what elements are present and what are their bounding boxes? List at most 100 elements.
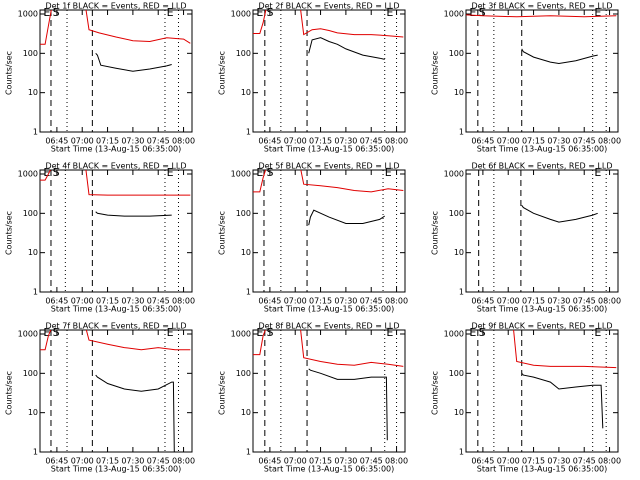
- y-tick-label: 100: [449, 209, 464, 218]
- y-tick-label: 1000: [18, 10, 38, 19]
- marker-label: E: [167, 166, 174, 179]
- y-tick-label: 100: [236, 209, 251, 218]
- y-tick-label: 100: [449, 49, 464, 58]
- series-line: [308, 37, 385, 60]
- plot-frame: [465, 329, 619, 453]
- y-tick-label: 100: [23, 209, 38, 218]
- x-tick-label: 07:00: [284, 297, 307, 306]
- y-tick-label: 1: [459, 288, 464, 297]
- chart-title: Det 9f BLACK = Events, RED = LLD: [471, 322, 612, 331]
- panel: Det 8f BLACK = Events, RED = LLD Start Ti…: [218, 322, 409, 474]
- x-tick-label: 07:45: [573, 137, 596, 146]
- y-tick-label: 1000: [18, 330, 38, 339]
- x-tick-label: 07:15: [96, 457, 119, 466]
- series-line: [95, 211, 172, 217]
- x-tick-label: 08:00: [172, 137, 195, 146]
- chart-title: Det 8f BLACK = Events, RED = LLD: [258, 322, 399, 331]
- series-line: [95, 374, 175, 452]
- x-tick-label: 07:30: [334, 137, 357, 146]
- y-tick-label: 1: [459, 128, 464, 137]
- panel: Det 7f BLACK = Events, RED = LLD Start Ti…: [5, 322, 196, 474]
- x-tick-label: 07:45: [360, 297, 383, 306]
- x-tick-label: 07:45: [573, 297, 596, 306]
- x-tick-label: 08:00: [172, 297, 195, 306]
- x-tick-label: 07:45: [573, 457, 596, 466]
- panel: Det 3f BLACK = Events, RED = LLD Start Ti…: [431, 2, 622, 154]
- x-tick-label: 08:00: [385, 297, 408, 306]
- y-tick-label: 1: [33, 448, 38, 457]
- plot-area: [466, 14, 617, 65]
- plot-area: [253, 330, 404, 441]
- y-tick-label: 10: [28, 248, 38, 257]
- plot-frame: [39, 9, 193, 133]
- plot-frame: [39, 329, 193, 453]
- marker-label: E: [469, 6, 476, 19]
- marker-label: E: [386, 6, 393, 19]
- x-tick-label: 07:00: [71, 297, 94, 306]
- x-tick-label: 07:15: [309, 297, 332, 306]
- marker-label: S: [53, 166, 60, 179]
- x-tick-label: 07:00: [284, 457, 307, 466]
- x-axis-label: Start Time (13-Aug-15 06:35:00): [264, 145, 395, 154]
- marker-label: S: [479, 6, 486, 19]
- x-tick-label: 08:00: [598, 137, 621, 146]
- y-tick-label: 100: [23, 49, 38, 58]
- x-tick-label: 08:00: [598, 297, 621, 306]
- y-axis-label: Counts/sec: [218, 211, 227, 255]
- x-tick-label: 06:45: [471, 297, 494, 306]
- y-axis-label: Counts/sec: [431, 211, 440, 255]
- y-axis-label: Counts/sec: [431, 51, 440, 95]
- marker-label: S: [53, 6, 60, 19]
- plot-area: [40, 10, 191, 72]
- series-line: [253, 170, 404, 193]
- x-tick-label: 07:30: [334, 297, 357, 306]
- marker-label: E: [594, 166, 601, 179]
- plot-frame: [465, 169, 619, 293]
- x-tick-label: 07:45: [147, 457, 170, 466]
- plot-area: [521, 205, 598, 223]
- x-tick-label: 07:45: [360, 137, 383, 146]
- series-line: [308, 209, 385, 226]
- plot-area: [253, 170, 404, 226]
- y-tick-label: 1000: [444, 170, 464, 179]
- x-axis-label: Start Time (13-Aug-15 06:35:00): [264, 305, 395, 314]
- y-tick-label: 10: [241, 88, 251, 97]
- plot-frame: [252, 169, 406, 293]
- chart-title: Det 5f BLACK = Events, RED = LLD: [258, 162, 399, 171]
- series-line: [40, 330, 191, 351]
- series-line: [308, 368, 388, 441]
- marker-label: E: [594, 326, 601, 339]
- panel: Det 9f BLACK = Events, RED = LLD Start Ti…: [431, 322, 622, 474]
- x-tick-label: 07:00: [284, 137, 307, 146]
- marker-label: E: [256, 166, 263, 179]
- chart-title: Det 6f BLACK = Events, RED = LLD: [471, 162, 612, 171]
- x-tick-label: 07:00: [497, 457, 520, 466]
- panel: Det 5f BLACK = Events, RED = LLD Start Ti…: [218, 162, 409, 314]
- y-tick-label: 1: [246, 448, 251, 457]
- y-axis-label: Counts/sec: [5, 51, 14, 95]
- y-tick-label: 10: [28, 408, 38, 417]
- series-line: [95, 52, 172, 72]
- plot-area: [40, 330, 191, 452]
- x-tick-label: 07:00: [497, 137, 520, 146]
- x-tick-label: 06:45: [258, 297, 281, 306]
- y-tick-label: 1: [33, 128, 38, 137]
- y-tick-label: 1000: [231, 170, 251, 179]
- plot-area: [513, 330, 617, 429]
- y-tick-label: 100: [236, 49, 251, 58]
- series-line: [253, 330, 404, 367]
- plot-area: [40, 170, 191, 217]
- y-tick-label: 1000: [444, 10, 464, 19]
- x-tick-label: 06:45: [471, 457, 494, 466]
- y-tick-label: 100: [23, 369, 38, 378]
- x-axis-label: Start Time (13-Aug-15 06:35:00): [51, 465, 182, 474]
- x-axis-label: Start Time (13-Aug-15 06:35:00): [477, 465, 608, 474]
- y-axis-label: Counts/sec: [5, 211, 14, 255]
- marker-label: S: [267, 326, 274, 339]
- x-tick-label: 07:00: [71, 457, 94, 466]
- marker-label: E: [469, 326, 476, 339]
- x-tick-label: 06:45: [258, 457, 281, 466]
- panel: Det 4f BLACK = Events, RED = LLD Start Ti…: [5, 162, 196, 314]
- x-tick-label: 07:30: [547, 137, 570, 146]
- chart-title: Det 4f BLACK = Events, RED = LLD: [45, 162, 186, 171]
